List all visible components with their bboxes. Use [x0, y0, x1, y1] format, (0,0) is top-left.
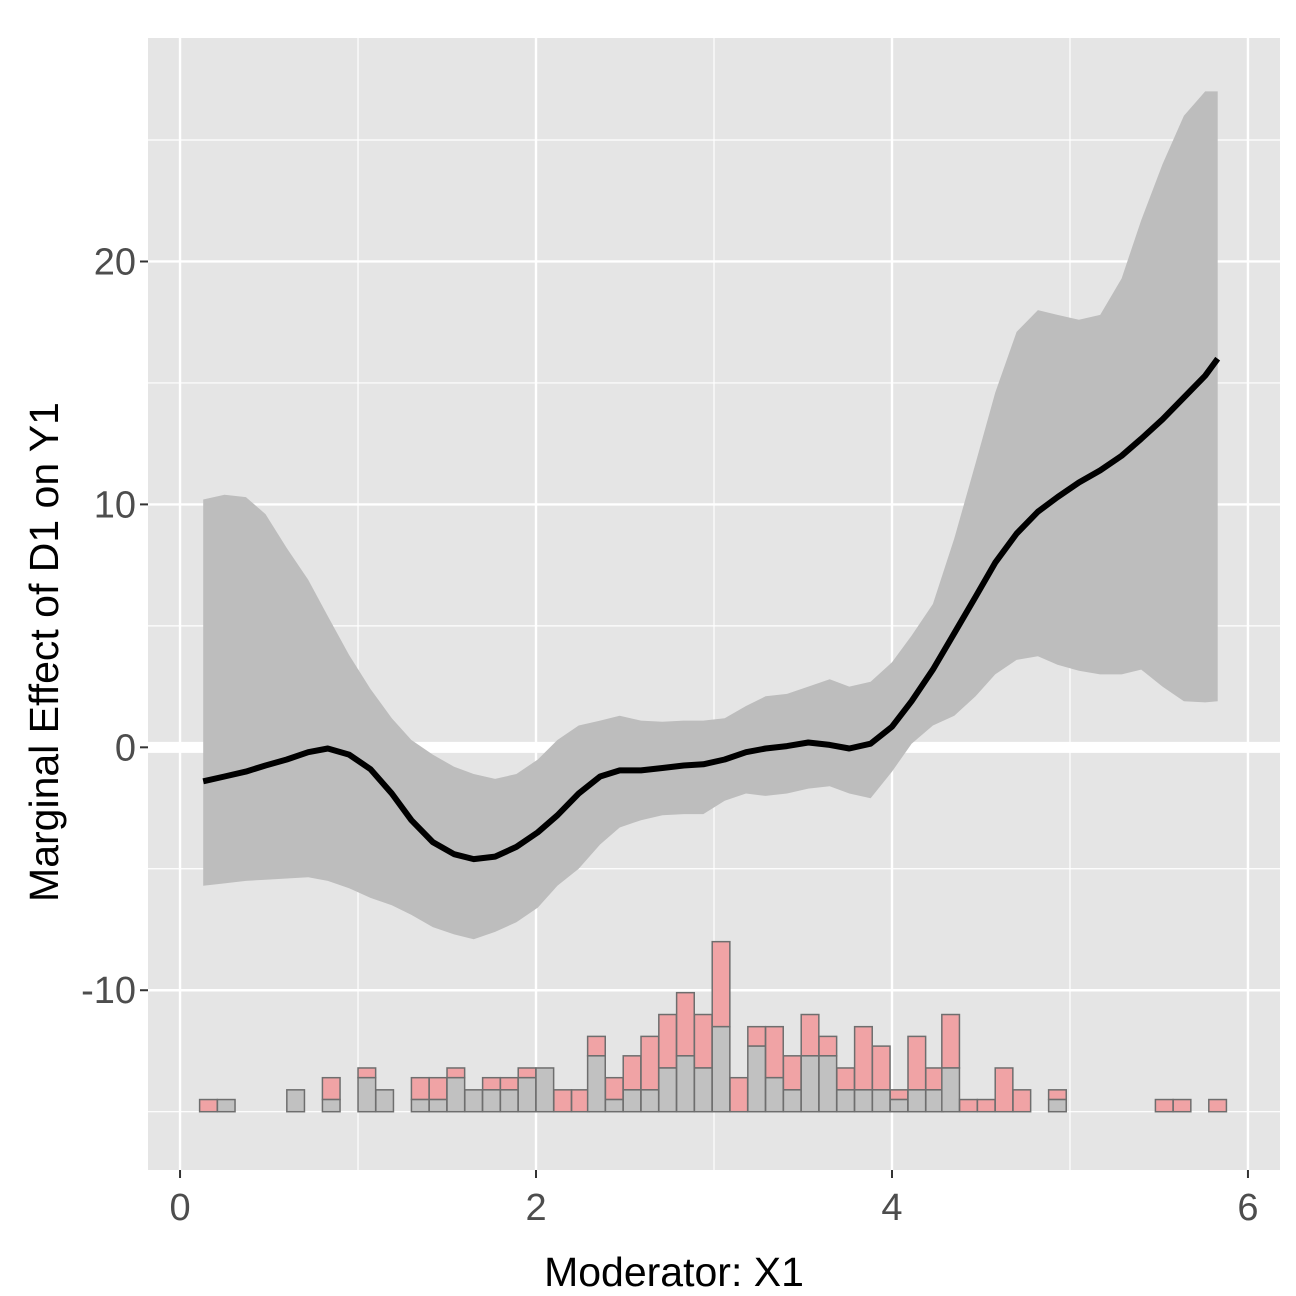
histogram-bar-control — [481, 1089, 501, 1113]
histogram-bar-treated — [410, 1076, 430, 1101]
histogram-bar-control — [321, 1098, 341, 1113]
histogram-bar-control — [586, 1055, 606, 1113]
histogram-bar-treated — [711, 940, 731, 1028]
histogram-bar-treated — [889, 1089, 909, 1101]
histogram-bar-treated — [586, 1035, 606, 1057]
x-axis-ticks: 0 2 4 6 — [169, 1170, 1259, 1229]
histogram-bar-treated — [428, 1076, 448, 1101]
histogram-bar-control — [286, 1089, 306, 1113]
histogram-bar-control — [800, 1055, 820, 1113]
histogram-bar-control — [693, 1067, 713, 1113]
histogram-bar-treated — [675, 991, 695, 1057]
histogram-bar-control — [604, 1098, 624, 1113]
histogram-bar-control — [764, 1076, 784, 1113]
histogram-bar-treated — [1047, 1089, 1067, 1101]
histogram-bar-treated — [941, 1013, 961, 1069]
histogram-bar-treated — [1208, 1098, 1228, 1113]
histogram-bar-treated — [925, 1067, 945, 1091]
histogram-bar-control — [446, 1076, 466, 1113]
histogram-bar-treated — [818, 1035, 838, 1057]
y-tick-label: -10 — [81, 970, 136, 1012]
histogram-bar-treated — [976, 1098, 996, 1113]
histogram-bar-treated — [994, 1067, 1014, 1113]
x-tick-label: 2 — [525, 1187, 546, 1229]
histogram-bar-treated — [604, 1076, 624, 1101]
histogram-bar-control — [357, 1076, 377, 1113]
histogram-bar-treated — [836, 1067, 856, 1091]
histogram-bar-treated — [729, 1076, 749, 1113]
histogram-bar-treated — [446, 1067, 466, 1079]
confidence-band — [203, 91, 1218, 940]
y-tick-label: 10 — [94, 484, 136, 526]
histogram-bar-treated — [907, 1035, 927, 1091]
x-axis-title: Moderator: X1 — [544, 1249, 804, 1295]
histogram-bar-control — [871, 1089, 891, 1113]
x-tick-label: 6 — [1237, 1187, 1258, 1229]
histogram-bar-treated — [481, 1076, 501, 1091]
histogram-bar-control — [675, 1055, 695, 1113]
histogram-bar-control — [782, 1089, 802, 1113]
x-tick-label: 0 — [169, 1187, 190, 1229]
histogram-bar-treated — [782, 1055, 802, 1091]
histogram-bar-treated — [1154, 1098, 1174, 1113]
histogram-bar-treated — [321, 1076, 341, 1101]
histogram-bar-control — [464, 1089, 484, 1113]
histogram-bar-treated — [499, 1076, 519, 1091]
histogram-bar-treated — [871, 1045, 891, 1091]
histogram-bar-treated — [357, 1067, 377, 1079]
histogram-bar-control — [622, 1089, 642, 1113]
histogram-bar-control — [410, 1098, 430, 1113]
histogram-bar-control — [535, 1067, 555, 1113]
histogram-bar-treated — [853, 1025, 873, 1091]
histogram-bar-treated — [1172, 1098, 1192, 1113]
histogram-bar-control — [216, 1098, 236, 1113]
histogram-bar-treated — [747, 1025, 767, 1047]
histogram-bar-control — [499, 1089, 519, 1113]
histogram-bar-treated — [517, 1067, 537, 1079]
histogram-bar-treated — [658, 1013, 678, 1069]
histogram-bar-control — [907, 1089, 927, 1113]
histogram-bar-treated — [958, 1098, 978, 1113]
histogram-bar-control — [517, 1076, 537, 1113]
y-axis-title: Marginal Effect of D1 on Y1 — [21, 402, 67, 902]
histogram-bar-control — [925, 1089, 945, 1113]
histogram-bar-control — [428, 1098, 448, 1113]
histogram-bar-treated — [693, 1013, 713, 1069]
histogram-bar-treated — [553, 1089, 573, 1113]
x-tick-label: 4 — [881, 1187, 902, 1229]
histogram-bar-control — [853, 1089, 873, 1113]
histogram-bar-control — [941, 1067, 961, 1113]
histogram-bar-treated — [640, 1035, 660, 1091]
histogram-bar-control — [375, 1089, 395, 1113]
y-tick-label: 0 — [115, 727, 136, 769]
histogram-bar-control — [818, 1055, 838, 1113]
histogram-bar-treated — [764, 1025, 784, 1079]
histogram-bar-control — [747, 1045, 767, 1113]
y-tick-label: 20 — [94, 241, 136, 283]
histogram-bar-control — [658, 1067, 678, 1113]
histogram-bar-treated — [622, 1055, 642, 1091]
histogram-bar-treated — [1012, 1089, 1032, 1113]
major-gridlines — [148, 38, 1280, 1170]
histogram-bar-treated — [570, 1089, 590, 1113]
marginal-effect-line — [202, 356, 1221, 863]
histogram-bar-control — [889, 1098, 909, 1113]
moderator-histogram — [198, 940, 1228, 1113]
histogram-bar-treated — [198, 1098, 218, 1113]
histogram-bar-control — [711, 1025, 731, 1113]
histogram-bar-control — [640, 1089, 660, 1113]
histogram-bar-treated — [800, 1013, 820, 1057]
histogram-bar-control — [836, 1089, 856, 1113]
y-axis-ticks: -10 0 10 20 — [81, 241, 148, 1012]
histogram-bar-control — [1047, 1098, 1067, 1113]
